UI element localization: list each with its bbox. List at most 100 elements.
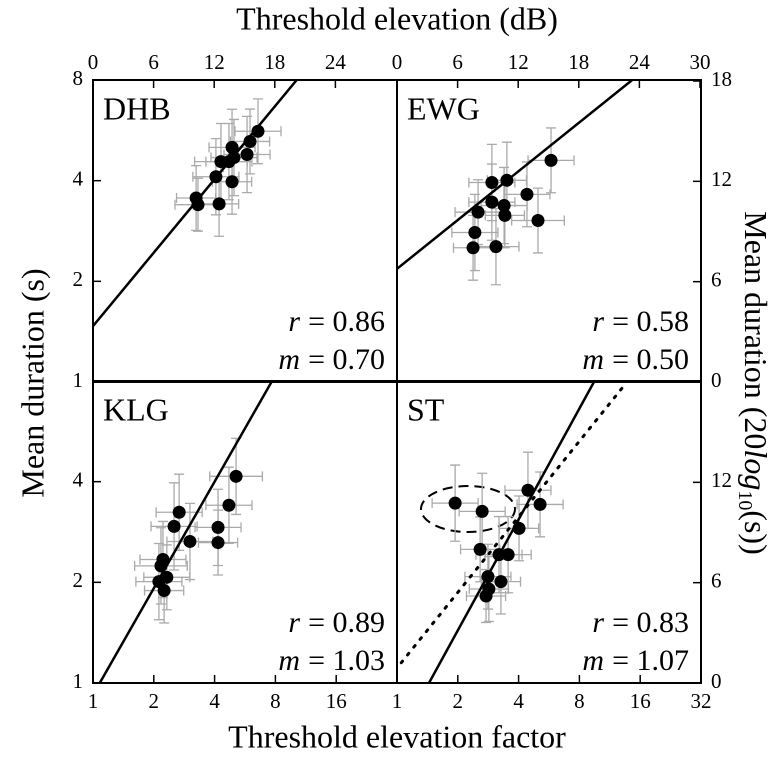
stat-symbol: m (278, 644, 300, 677)
fit-line (399, 385, 625, 665)
data-point (183, 534, 197, 548)
stat-annotation: r = 0.89 (288, 606, 385, 639)
panel-frame (396, 380, 702, 684)
fit-line (98, 381, 274, 683)
data-point (531, 214, 545, 228)
data-point (240, 147, 254, 161)
stat-symbol: m (278, 343, 300, 376)
stat-annotation: m = 0.50 (582, 343, 689, 376)
data-point (225, 140, 239, 154)
y2-tick-label: 12 (711, 468, 732, 492)
data-point (481, 570, 495, 584)
stat-symbol: r (288, 305, 300, 338)
right-axis-title: Mean duration (20log10(s)) (734, 211, 773, 554)
x-tick-label: 8 (574, 689, 585, 713)
data-point (512, 521, 526, 535)
stat-symbol: m (582, 343, 604, 376)
data-point (485, 175, 499, 189)
y2-tick-label: 6 (711, 267, 722, 291)
stat-value: = 1.03 (308, 644, 385, 677)
x2-tick-label: 18 (568, 50, 589, 74)
x2-tick-label: 12 (204, 50, 225, 74)
x2-tick-label: 18 (264, 50, 285, 74)
x2-tick-label: 12 (508, 50, 529, 74)
x2-tick-label: 0 (392, 50, 403, 74)
x-tick-label: 32 (691, 689, 712, 713)
data-point (466, 241, 480, 255)
y-tick-label: 8 (73, 66, 84, 90)
top-axis-title: Threshold elevation (dB) (236, 0, 558, 36)
stat-annotation: m = 1.03 (278, 644, 385, 677)
y-tick-label: 1 (73, 669, 84, 693)
x-tick-label: 1 (88, 689, 99, 713)
x2-tick-label: 6 (452, 50, 463, 74)
data-point (473, 542, 487, 556)
stat-annotation: m = 0.70 (278, 343, 385, 376)
y-tick-label: 4 (73, 467, 84, 491)
x2-tick-label: 24 (325, 50, 347, 74)
data-point (475, 504, 489, 518)
y-tick-label: 4 (73, 166, 84, 190)
data-point (485, 195, 499, 209)
y2-tick-label: 0 (711, 669, 722, 693)
x-tick-label: 8 (270, 689, 281, 713)
stat-value: = 1.07 (612, 644, 689, 677)
stat-annotation: m = 1.07 (582, 644, 689, 677)
x-tick-label: 2 (149, 689, 160, 713)
stat-value: = 0.70 (308, 343, 385, 376)
data-point (229, 469, 243, 483)
fit-line (427, 381, 596, 683)
stat-value: = 0.50 (612, 343, 689, 376)
data-point (448, 496, 462, 510)
data-point (520, 187, 534, 201)
stat-annotation: r = 0.86 (288, 305, 385, 338)
data-point (209, 170, 223, 184)
bottom-axis-title: Threshold elevation factor (228, 718, 566, 754)
data-point (157, 584, 171, 598)
right-axis-title-part: log (738, 449, 774, 490)
data-point (494, 575, 508, 589)
data-point (521, 483, 535, 497)
y2-tick-label: 12 (711, 167, 732, 191)
data-point (492, 548, 506, 562)
panel-title: KLG (103, 391, 169, 427)
data-point (222, 498, 236, 512)
data-point (211, 520, 225, 534)
x-tick-label: 1 (392, 689, 403, 713)
stat-symbol: r (288, 606, 300, 639)
right-axis-title-part: (s)) (738, 510, 774, 554)
data-point (544, 153, 558, 167)
stat-value: = 0.58 (612, 305, 689, 338)
data-point (227, 151, 241, 165)
data-point (212, 197, 226, 211)
data-point (471, 205, 485, 219)
stat-symbol: r (592, 305, 604, 338)
y-tick-label: 2 (73, 267, 84, 291)
stat-annotation: r = 0.83 (592, 606, 689, 639)
panel-title: ST (407, 391, 445, 427)
x-tick-label: 4 (513, 689, 524, 713)
y2-tick-label: 6 (711, 568, 722, 592)
data-point (489, 240, 503, 254)
data-point (498, 208, 512, 222)
x2-tick-label: 6 (148, 50, 159, 74)
data-point (172, 505, 186, 519)
stat-symbol: m (582, 644, 604, 677)
data-point (251, 124, 265, 138)
data-point (191, 198, 205, 212)
stat-value: = 0.89 (308, 606, 385, 639)
fit-line (397, 80, 634, 271)
data-point (243, 134, 257, 148)
right-axis-title-part: Mean duration (20 (738, 211, 774, 449)
data-point (154, 559, 168, 573)
highlight-ellipse (420, 485, 516, 533)
x-tick-label: 4 (209, 689, 220, 713)
data-point (501, 548, 515, 562)
data-point (533, 497, 547, 511)
data-point (167, 519, 181, 533)
x-tick-label: 16 (326, 689, 347, 713)
data-point (500, 173, 514, 187)
